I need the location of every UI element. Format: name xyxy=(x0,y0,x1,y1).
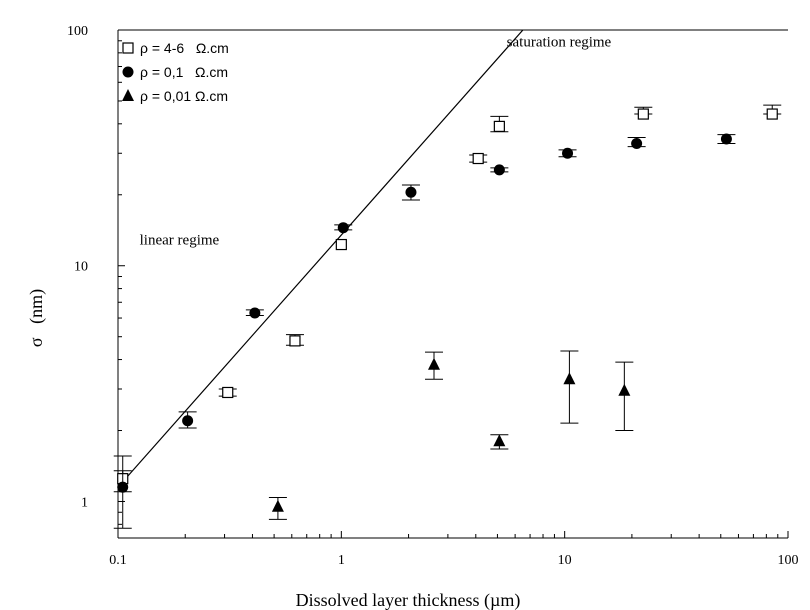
legend-marker xyxy=(122,66,134,78)
legend-label: ρ = 4-6 Ω.cm xyxy=(140,40,229,56)
data-point xyxy=(493,434,506,447)
data-points-layer xyxy=(113,104,782,529)
data-point xyxy=(289,335,301,347)
data-point xyxy=(562,147,574,159)
plot-area xyxy=(117,29,788,539)
x-tick-label: 10 xyxy=(558,553,572,568)
annotation-label: linear regime xyxy=(140,233,220,249)
data-point xyxy=(335,238,347,251)
x-axis-label: Dissolved layer thickness (µm) xyxy=(296,590,521,610)
y-axis-label: σ (nm) xyxy=(26,289,47,347)
data-point xyxy=(428,357,441,370)
annotation-label: saturation regime xyxy=(507,35,612,51)
data-point xyxy=(766,108,778,120)
fit-line-layer xyxy=(117,29,524,488)
legend-label: ρ = 0,01 Ω.cm xyxy=(140,88,228,104)
data-point xyxy=(563,372,576,385)
series-1 xyxy=(113,104,782,493)
y-tick-label: 10 xyxy=(74,260,88,275)
data-point xyxy=(631,138,643,150)
series-3 xyxy=(268,350,634,520)
legend-marker xyxy=(122,42,134,54)
data-point xyxy=(222,386,234,399)
x-tick-label: 0.1 xyxy=(109,553,127,568)
linear-fit-line xyxy=(117,29,524,488)
data-point xyxy=(472,152,484,165)
data-point xyxy=(493,164,505,176)
y-tick-label: 1 xyxy=(81,495,88,510)
x-tick-label: 1 xyxy=(338,553,345,568)
data-point xyxy=(637,108,649,120)
x-tick-label: 100 xyxy=(778,553,799,568)
data-point xyxy=(618,383,631,396)
data-point xyxy=(271,499,284,512)
data-point xyxy=(720,133,732,145)
series-2 xyxy=(113,133,736,529)
data-point xyxy=(249,307,261,319)
data-point xyxy=(182,415,194,427)
y-tick-label: 100 xyxy=(67,24,88,39)
data-point xyxy=(405,186,417,198)
data-point xyxy=(337,222,349,234)
tick-labels: 0.1 1 10 100 1 10 100 xyxy=(67,24,799,568)
annotations: saturation regime linear regime xyxy=(140,35,612,249)
legend: ρ = 4-6 Ω.cm ρ = 0,1 Ω.cm ρ = 0,01 Ω.cm xyxy=(122,40,229,104)
data-point xyxy=(117,481,129,493)
data-point xyxy=(493,120,505,133)
legend-marker xyxy=(122,89,134,101)
legend-label: ρ = 0,1 Ω.cm xyxy=(140,64,228,80)
